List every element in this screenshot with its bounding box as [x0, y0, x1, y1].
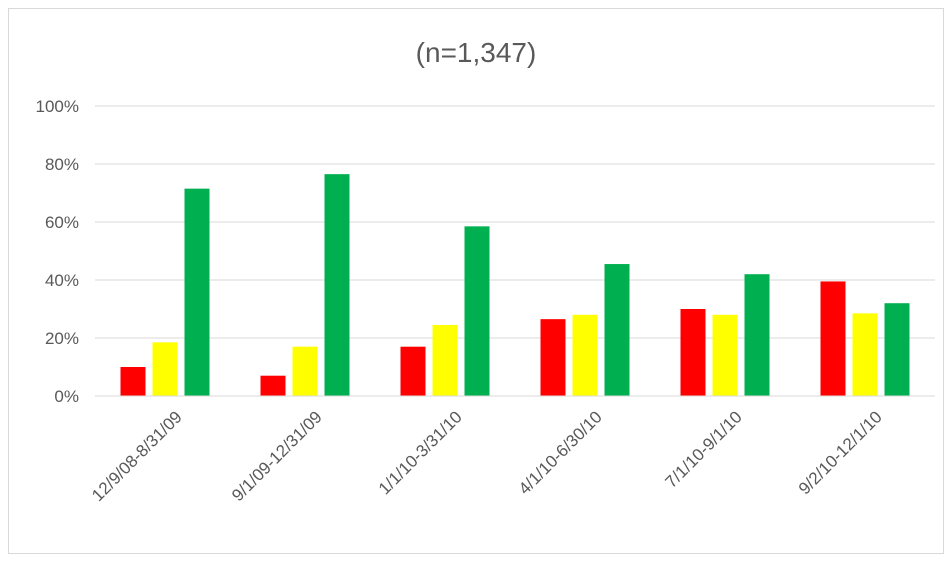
y-tick-label: 0%	[54, 387, 79, 406]
bars	[120, 174, 910, 396]
y-tick-label: 40%	[45, 271, 79, 290]
bar	[464, 226, 490, 396]
bar	[400, 346, 426, 396]
bar	[884, 303, 910, 396]
bar	[744, 274, 770, 396]
bar	[432, 324, 458, 396]
bar	[852, 313, 878, 396]
bar	[292, 346, 318, 396]
x-category-label: 1/1/10-3/31/10	[375, 407, 466, 498]
y-axis-ticks: 0% 20% 40% 60% 80% 100%	[36, 97, 79, 406]
bar	[260, 375, 286, 396]
y-tick-label: 100%	[36, 97, 79, 116]
chart-title: (n=1,347)	[416, 37, 537, 68]
x-category-label: 9/2/10-12/1/10	[795, 407, 886, 498]
bar	[820, 281, 846, 396]
y-tick-label: 80%	[45, 155, 79, 174]
bar	[712, 314, 738, 396]
bar	[184, 188, 210, 396]
bar	[324, 174, 350, 396]
bar	[680, 309, 706, 396]
bar	[152, 342, 178, 396]
x-axis-categories: 12/9/08-8/31/09 9/1/09-12/31/09 1/1/10-3/3…	[88, 407, 886, 505]
x-category-label: 9/1/09-12/31/09	[228, 407, 326, 505]
bar	[540, 319, 566, 396]
x-category-label: 4/1/10-6/30/10	[515, 407, 606, 498]
bar	[604, 264, 630, 396]
gridlines	[95, 105, 935, 339]
bar	[120, 367, 146, 396]
y-tick-label: 60%	[45, 213, 79, 232]
x-category-label: 7/1/10-9/1/10	[662, 407, 746, 491]
y-tick-label: 20%	[45, 329, 79, 348]
bar	[572, 314, 598, 396]
x-category-label: 12/9/08-8/31/09	[88, 407, 186, 505]
